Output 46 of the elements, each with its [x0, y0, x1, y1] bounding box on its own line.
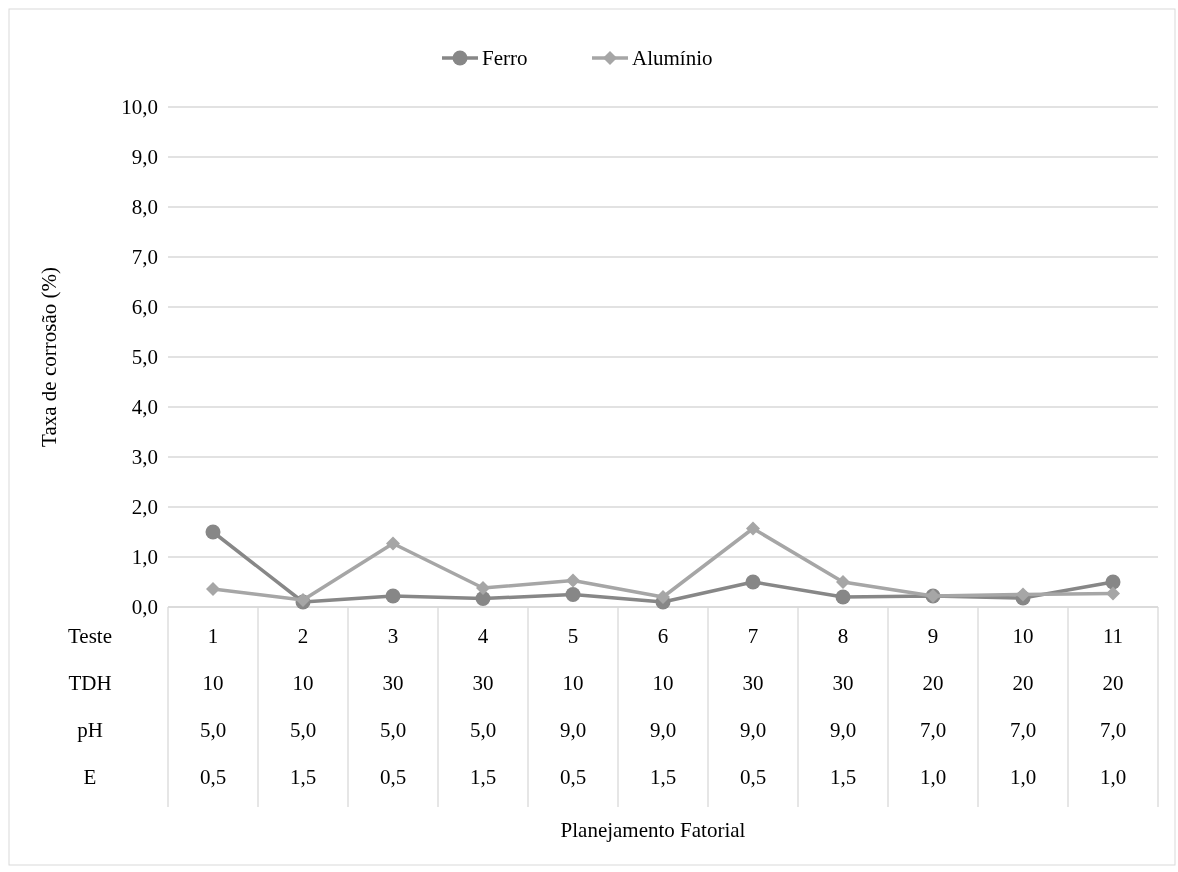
point: [656, 590, 670, 604]
point: [475, 591, 491, 606]
y-tick-label: 3,0: [131, 445, 158, 470]
y-tick-label: 9,0: [131, 145, 158, 170]
x-tick-label: 10 20 7,0 1,0: [1009, 624, 1037, 789]
text: pH: [77, 718, 103, 742]
point: [386, 536, 400, 551]
y-tick-label: 0,0: [131, 595, 158, 620]
text: TDH: [68, 671, 112, 695]
x-tick-label: 5 10 9,0 0,5: [559, 624, 587, 789]
point: [385, 588, 401, 604]
x-tick-label: 4 30 5,0 1,5: [469, 624, 497, 789]
x-tick-label: 7 30 9,0 0,5: [739, 624, 767, 789]
x-tick-label: 1 10 5,0 0,5: [199, 624, 227, 789]
x-tick-label: 11 20 7,0 1,0: [1099, 624, 1127, 789]
x-tick-label: 3 30 5,0 0,5: [379, 624, 407, 789]
y-tick-label: 2,0: [131, 495, 158, 520]
y-tick-label: 4,0: [131, 395, 158, 420]
x-axis-title: Planejamento Fatorial: [560, 818, 746, 842]
y-tick-label: 10,0: [121, 95, 158, 120]
legend-label: Ferro: [482, 46, 528, 71]
y-tick-label: 5,0: [131, 345, 158, 370]
point: [836, 575, 850, 589]
x-tick-label: 9 20 7,0 1,0: [919, 624, 947, 789]
text: E: [83, 765, 97, 789]
y-tick-label: 1,0: [131, 545, 158, 570]
point: [476, 581, 490, 595]
point: [206, 582, 220, 596]
point: [1105, 574, 1121, 590]
x-tick-label: 2 10 5,0 1,5: [289, 624, 317, 789]
y-tick-label: 6,0: [131, 295, 158, 320]
point: [746, 521, 760, 536]
point: [745, 574, 761, 590]
point: [835, 589, 851, 605]
point: [205, 524, 221, 540]
point: [1016, 587, 1030, 602]
y-axis-title: Taxa de corrosão (%): [37, 267, 61, 447]
x-tick-label: 6 10 9,0 1,5: [649, 624, 677, 789]
text: Teste: [67, 624, 113, 648]
point: [565, 587, 581, 602]
legend-label: Alumínio: [632, 46, 713, 71]
y-tick-label: 7,0: [131, 245, 158, 270]
point: [566, 573, 580, 588]
point: [1106, 586, 1120, 601]
x-tick-label: 8 30 9,0 1,5: [829, 624, 857, 789]
y-tick-label: 8,0: [131, 195, 158, 220]
